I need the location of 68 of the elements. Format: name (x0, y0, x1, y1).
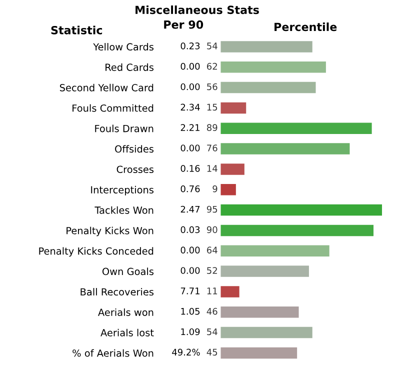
y-tick-label: Interceptions (91, 186, 154, 196)
text: 0.23 (180, 42, 200, 50)
x-axis-title: Percentile (274, 22, 337, 32)
text: Per 90 (164, 20, 204, 29)
text: 2.21 (180, 124, 200, 131)
bar (220, 266, 309, 277)
data-label: 64 (207, 246, 218, 254)
bar (220, 122, 372, 134)
bar (220, 306, 299, 318)
data-label: 89 (206, 124, 218, 131)
text: 1.09 (181, 328, 200, 336)
data-label: 95 (206, 206, 218, 213)
data-label: 45 (206, 348, 218, 356)
y-axis-title: Statistic (51, 26, 102, 34)
y-tick-label: Second Yellow Card (60, 84, 154, 92)
text: 0.00 (180, 267, 200, 274)
text: 2.34 (180, 104, 200, 111)
bar (220, 347, 298, 359)
bar (220, 143, 350, 154)
text: 1.05 (181, 308, 200, 315)
data-label: 52 (207, 267, 217, 274)
bar (220, 164, 244, 175)
text: 2.47 (180, 206, 200, 213)
bar (220, 326, 312, 338)
bar (220, 245, 330, 256)
bar (220, 41, 312, 52)
y-tick-label: Tackles Won (94, 206, 154, 214)
data-label: 90 (206, 226, 218, 234)
y-tick-label: Red Cards (106, 63, 154, 71)
bar (220, 62, 326, 73)
data-label: 11 (207, 288, 218, 294)
bar (220, 184, 236, 196)
y-tick-label: Fouls Drawn (95, 124, 154, 132)
data-label: 62 (207, 62, 217, 70)
data-label: 54 (207, 42, 218, 50)
y-tick-label: Fouls Committed (72, 104, 154, 112)
data-label: 14 (207, 165, 218, 172)
text: 0.76 (180, 185, 200, 192)
text: 49.2% (172, 348, 200, 356)
data-label: 56 (207, 83, 218, 90)
chart-title: Miscellaneous Stats (136, 5, 259, 14)
data-label: 9 (212, 185, 218, 192)
text: 7.71 (180, 288, 200, 294)
text: 0.00 (180, 246, 200, 254)
text: 0.00 (180, 62, 200, 70)
text: 0.00 (180, 144, 200, 152)
bar (220, 286, 240, 298)
y-tick-label: Yellow Cards (93, 43, 154, 51)
y-tick-label: Offsides (115, 145, 154, 153)
text: 0.16 (180, 165, 200, 172)
y-tick-label: Crosses (116, 166, 154, 174)
bar (220, 224, 374, 236)
y-tick-label: % of Aerials Won (72, 349, 154, 357)
y-tick-label: Penalty Kicks Won (66, 226, 154, 236)
y-tick-label: Own Goals (102, 268, 154, 276)
data-label: 46 (206, 308, 218, 315)
text: 0.03 (180, 226, 200, 234)
data-label: 76 (207, 144, 218, 152)
bar (220, 82, 316, 94)
data-label: 15 (207, 104, 218, 111)
y-tick-label: Aerials won (98, 308, 154, 316)
y-tick-label: Aerials lost (100, 328, 154, 336)
bar (220, 102, 246, 114)
bar (220, 204, 382, 216)
y-tick-label: Ball Recoveries (80, 288, 154, 296)
y-tick-label: Penalty Kicks Conceded (39, 247, 154, 257)
data-label: 54 (207, 328, 218, 336)
text: 0.00 (180, 83, 200, 90)
